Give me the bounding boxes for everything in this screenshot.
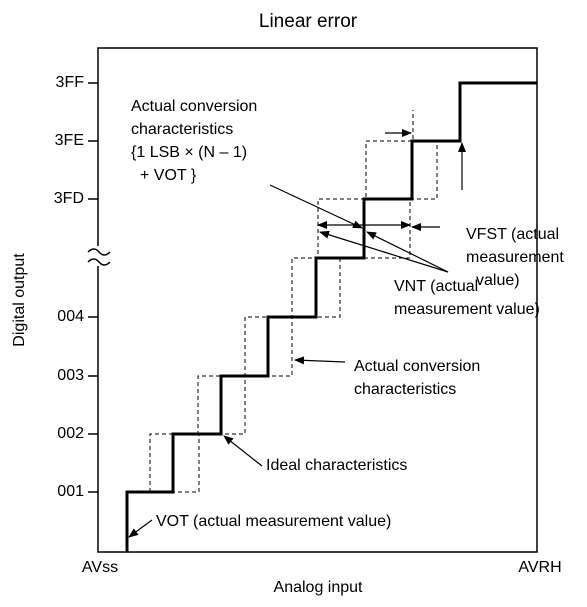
y-tick-label: 003 bbox=[57, 367, 84, 384]
arrow bbox=[223, 435, 263, 467]
annotation: VFST (actual measurement value) bbox=[466, 226, 564, 289]
annotation: Actual conversion characteristics {1 LSB… bbox=[131, 98, 257, 184]
y-tick-label: 3FF bbox=[56, 74, 85, 91]
arrow bbox=[366, 231, 449, 273]
ideal-staircase bbox=[125, 81, 537, 552]
annotation-line: + VOT } bbox=[140, 167, 197, 184]
annotation-line: VOT (actual measurement value) bbox=[156, 513, 391, 530]
y-tick-label: 001 bbox=[57, 483, 84, 500]
plot-frame bbox=[97, 47, 538, 553]
x-axis-label: Analog input bbox=[274, 579, 364, 596]
annotation-line: {1 LSB × (N – 1) bbox=[131, 144, 247, 161]
y-tick-label: 002 bbox=[57, 425, 84, 442]
y-tick-label: 3FE bbox=[55, 132, 84, 149]
annotation-line: measurement bbox=[466, 249, 564, 266]
annotation-line: Actual conversion bbox=[354, 358, 480, 375]
y-tick-label: 3FD bbox=[54, 190, 84, 207]
annotation: VNT (actual measurement value) bbox=[394, 278, 540, 318]
x-start-label: AVss bbox=[82, 559, 118, 576]
arrow bbox=[128, 519, 153, 538]
axis-break bbox=[87, 246, 111, 266]
title: Linear error bbox=[259, 11, 358, 32]
annotation: Actual conversion characteristics bbox=[354, 358, 480, 398]
annotation-line: characteristics bbox=[131, 121, 233, 138]
x-end-label: AVRH bbox=[518, 559, 561, 576]
actual-left bbox=[149, 110, 414, 492]
annotation-line: VFST (actual bbox=[466, 226, 559, 243]
arrow bbox=[269, 184, 363, 229]
annotation-line: Ideal characteristics bbox=[266, 457, 407, 474]
y-ticks bbox=[88, 82, 98, 493]
annotation-line: value) bbox=[476, 272, 520, 289]
y-axis-label: Digital output bbox=[11, 253, 28, 347]
annotation-line: Actual conversion bbox=[131, 98, 257, 115]
y-tick-label: 004 bbox=[57, 308, 84, 325]
annotation-line: VNT (actual bbox=[394, 278, 478, 295]
annotation-line: characteristics bbox=[354, 381, 456, 398]
arrow bbox=[319, 230, 449, 273]
arrow bbox=[294, 356, 346, 365]
annotation-line: measurement value) bbox=[394, 301, 540, 318]
